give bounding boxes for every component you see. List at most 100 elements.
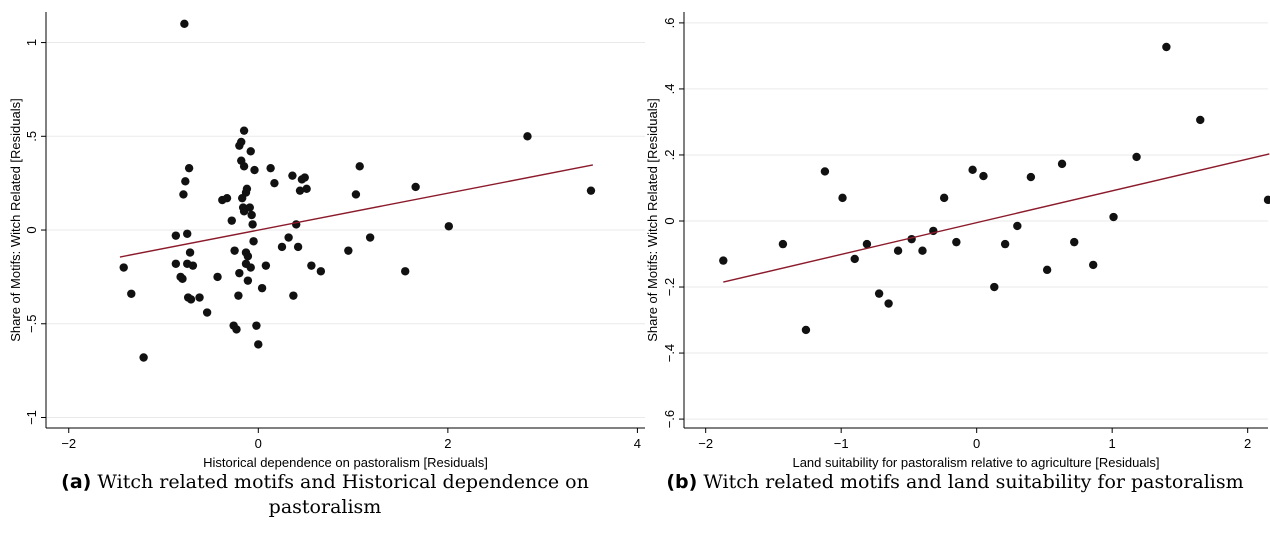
point: [243, 276, 253, 285]
point: [247, 210, 256, 220]
point: [243, 252, 253, 261]
point: [355, 162, 364, 171]
y-tick-label: −1: [24, 410, 39, 425]
point: [1263, 195, 1270, 205]
point: [293, 242, 303, 252]
point: [523, 132, 532, 141]
point: [186, 295, 196, 304]
y-tick-label: 0: [24, 226, 39, 233]
point: [242, 184, 252, 193]
y-tick-label: −.4: [662, 344, 677, 362]
point: [862, 239, 872, 249]
point: [444, 222, 454, 231]
point: [838, 193, 847, 203]
point: [411, 182, 420, 192]
x-tick-label: 1: [1109, 436, 1116, 451]
y-tick-label: −.5: [24, 315, 39, 333]
y-tick-label: .6: [662, 17, 677, 28]
point: [289, 291, 298, 300]
point: [820, 167, 830, 176]
y-tick-label: −.6: [662, 410, 677, 428]
point: [1089, 260, 1098, 270]
x-tick-label: −1: [834, 436, 849, 451]
x-axis-label: Land suitability for pastoralism relativ…: [792, 455, 1159, 470]
point: [968, 165, 977, 175]
point: [202, 308, 212, 317]
point: [261, 261, 271, 270]
point: [1000, 239, 1010, 249]
x-tick-label: 0: [255, 436, 262, 451]
point: [288, 171, 297, 180]
point: [222, 193, 232, 203]
caption-label: (b): [666, 471, 698, 493]
x-tick-label: 2: [444, 436, 451, 451]
point: [952, 237, 961, 247]
point: [1070, 237, 1079, 247]
point: [185, 248, 195, 257]
point: [181, 177, 190, 186]
point: [139, 353, 148, 362]
point: [252, 321, 261, 330]
point: [127, 289, 136, 298]
x-axis-label: Historical dependence on pastoralism [Re…: [203, 455, 488, 470]
point: [884, 299, 893, 308]
point: [171, 231, 181, 240]
caption-label: (a): [61, 471, 92, 493]
point: [1132, 152, 1141, 162]
caption: (b) Witch related motifs and land suitab…: [645, 470, 1265, 495]
point: [979, 171, 988, 181]
point: [257, 283, 267, 293]
point: [249, 237, 258, 246]
point: [990, 282, 999, 292]
point: [254, 340, 263, 349]
point: [344, 246, 353, 255]
point: [893, 246, 903, 255]
caption: (a) Witch related motifs and Historical …: [15, 470, 635, 520]
x-tick-label: 4: [634, 436, 641, 451]
point: [778, 239, 788, 249]
y-axis-label: Share of Motifs: Witch Related [Residual…: [8, 98, 23, 342]
point: [850, 254, 859, 264]
point: [230, 246, 239, 255]
point: [1042, 265, 1052, 275]
y-tick-label: .5: [24, 131, 39, 142]
point: [179, 190, 188, 199]
point: [586, 186, 596, 195]
x-tick-label: −2: [61, 436, 76, 451]
point: [270, 178, 279, 188]
y-tick-label: .4: [662, 84, 677, 95]
x-tick-label: 0: [973, 436, 980, 451]
point: [213, 272, 222, 282]
point: [874, 289, 884, 298]
point: [245, 203, 254, 212]
point: [365, 233, 375, 242]
y-axis-label: Share of Motifs: Witch Related [Residual…: [645, 98, 660, 342]
point: [234, 291, 243, 300]
point: [1013, 221, 1022, 231]
point: [1196, 115, 1205, 125]
point: [1162, 42, 1171, 52]
point: [237, 137, 246, 147]
caption-text: Witch related motifs and Historical depe…: [97, 471, 589, 518]
point: [1026, 172, 1036, 182]
point: [248, 220, 257, 229]
point: [119, 263, 128, 272]
point: [295, 186, 305, 195]
point: [235, 268, 244, 278]
y-tick-label: .2: [662, 150, 677, 161]
point: [195, 293, 204, 302]
point: [171, 259, 181, 268]
y-tick-label: −.2: [662, 278, 677, 296]
point: [239, 162, 249, 171]
point: [351, 190, 361, 199]
x-tick-label: 2: [1244, 436, 1251, 451]
point: [939, 193, 949, 203]
fit-line: [119, 164, 594, 258]
point: [918, 246, 927, 255]
point: [180, 19, 189, 29]
x-tick-label: −2: [698, 436, 713, 451]
point: [1057, 159, 1067, 169]
point: [277, 242, 287, 252]
